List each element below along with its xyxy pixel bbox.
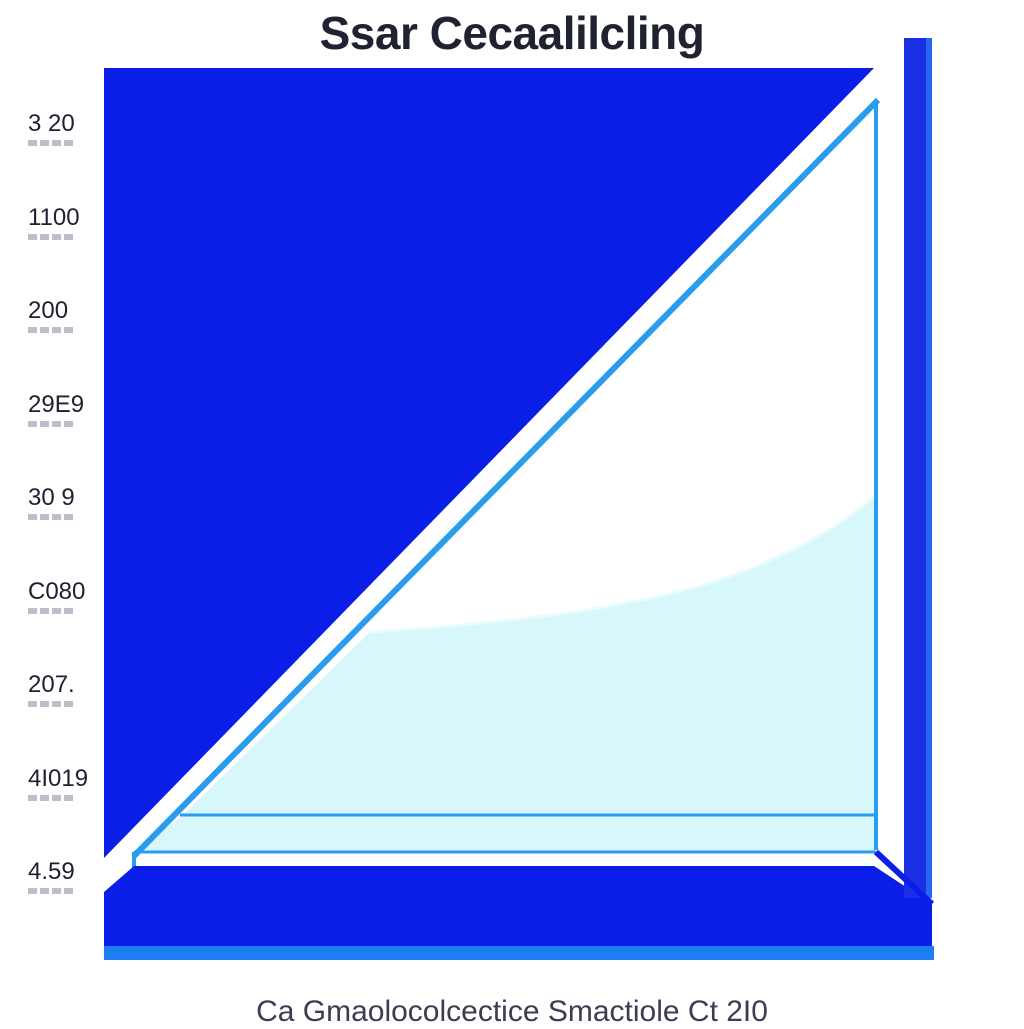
y-tick-value: 1100 — [28, 203, 80, 231]
y-tick-label: C080 — [28, 578, 88, 614]
y-tick-value: 4.59 — [28, 858, 75, 885]
bottom-stripe — [104, 946, 934, 960]
y-tick-subtext — [28, 888, 76, 894]
y-tick-label: 4I019 — [28, 765, 88, 801]
y-tick-value: 30 9 — [28, 484, 75, 511]
bottom-band — [104, 866, 932, 946]
y-tick-label: 3 20 — [28, 110, 88, 146]
chart-title: Ssar Cecaalilcling — [319, 7, 705, 59]
chart-caption: Ca Gmaolocolcectice Smactiole Ct 2I0 — [256, 995, 768, 1028]
y-tick-value: 207. — [28, 671, 75, 698]
y-tick-label: 207. — [28, 671, 88, 707]
diagonal-series-line — [131, 97, 881, 859]
y-tick-value: C080 — [28, 577, 86, 605]
right-vertical-bar-highlight — [926, 38, 932, 898]
y-tick-subtext — [28, 607, 76, 614]
y-tick-label: 1100 — [28, 204, 88, 240]
y-tick-label: 200 — [28, 297, 88, 333]
primary-area-shape — [104, 68, 874, 858]
y-tick-value: 200 — [28, 297, 69, 324]
curve-area-fill — [132, 496, 874, 852]
y-tick-value: 4I019 — [28, 764, 89, 792]
curve-edge — [369, 494, 876, 634]
y-tick-subtext — [28, 327, 76, 333]
y-tick-label: 30 9 — [28, 484, 88, 520]
y-tick-label: 29E9 — [28, 391, 88, 427]
right-connector — [873, 849, 935, 907]
y-tick-label: 4.59 — [28, 858, 88, 894]
y-tick-subtext — [28, 233, 76, 240]
y-tick-value: 3 20 — [28, 110, 75, 137]
y-tick-subtext — [28, 140, 76, 146]
y-tick-subtext — [28, 420, 76, 427]
y-tick-subtext — [28, 794, 76, 801]
y-tick-subtext — [28, 701, 76, 707]
y-tick-value: 29E9 — [28, 390, 85, 418]
y-tick-subtext — [28, 514, 76, 520]
